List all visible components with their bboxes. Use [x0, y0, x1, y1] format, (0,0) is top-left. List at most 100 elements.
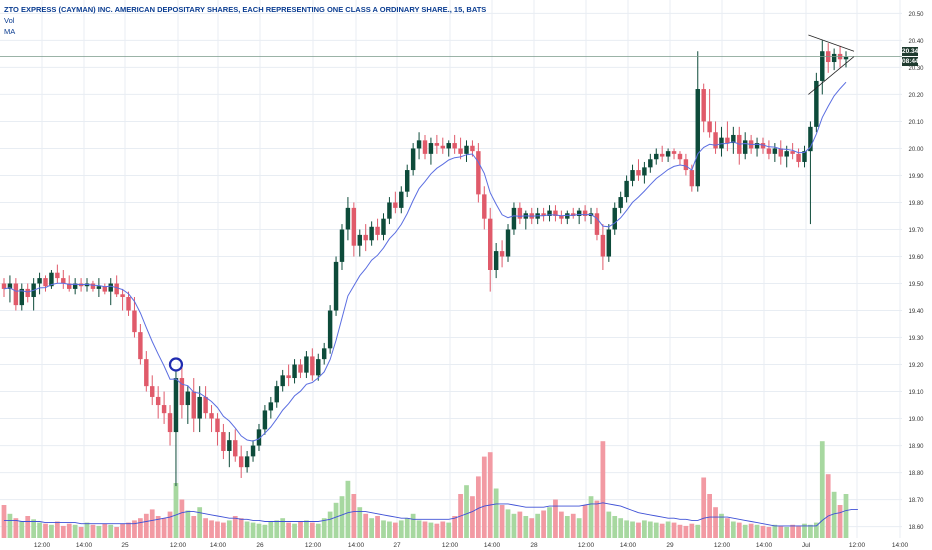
candle-body [808, 126, 813, 152]
candle-body [654, 153, 659, 160]
candle-body [126, 297, 131, 311]
time-tick-label: 12:00 [578, 542, 595, 549]
grid [0, 0, 902, 538]
candle-body [784, 151, 789, 157]
volume-bar [825, 474, 831, 538]
time-tick-label: 27 [393, 542, 401, 549]
symbol-title[interactable]: ZTO EXPRESS (CAYMAN) INC. AMERICAN DEPOS… [4, 5, 487, 14]
volume-bar [796, 525, 801, 538]
volume-bar [292, 523, 297, 538]
volume-bar [742, 524, 748, 538]
volume-bar [837, 505, 843, 538]
candle-body [606, 229, 612, 257]
candle-body [155, 396, 161, 406]
price-tick-label: 19.40 [908, 309, 924, 315]
volume-bar [725, 518, 730, 538]
candle-body [25, 288, 30, 298]
price-tick-label: 19.70 [908, 228, 924, 234]
price-ma-path [3, 81, 847, 442]
candle-body [482, 194, 487, 219]
volume-bar [114, 527, 120, 538]
price-tick-label: 18.90 [908, 444, 924, 450]
candle-body [440, 145, 446, 149]
volume-bar [452, 516, 458, 538]
time-tick-label: 14:00 [484, 542, 501, 549]
volume-bar [120, 523, 125, 538]
triangle-pattern[interactable] [808, 34, 855, 95]
candle-body [102, 286, 108, 292]
volume-bar [653, 522, 659, 538]
volume-bar [778, 525, 784, 538]
marker-circle[interactable] [168, 357, 184, 372]
candle-body [624, 180, 629, 198]
volume-bar [612, 516, 618, 538]
price-tick-label: 19.30 [908, 336, 924, 342]
candle-body [659, 153, 665, 157]
price-tick-label: 20.30 [908, 66, 924, 72]
price-axis[interactable]: 20.50 20.40 20.30 20.20 20.10 20.00 19.90 19.80… [908, 12, 924, 531]
candle-body [772, 148, 778, 154]
time-axis[interactable]: 12:00 14:00 25 12:00 14:00 26 12:00 14:00 27 12:0… [34, 542, 909, 549]
candle-body [327, 310, 333, 349]
volume-bar [387, 521, 392, 538]
volume-bar [232, 516, 238, 538]
candle-body [559, 215, 564, 219]
volume-bar [695, 524, 701, 538]
candle-body [7, 283, 13, 289]
price-tick-label: 18.70 [908, 498, 924, 504]
candle-body [393, 202, 398, 208]
volume-bar [143, 513, 149, 538]
volume-bar [197, 507, 203, 538]
volume-bar [333, 502, 339, 538]
chart-legend: ZTO EXPRESS (CAYMAN) INC. AMERICAN DEPOS… [4, 4, 486, 37]
candle-body [470, 145, 475, 152]
volume-bar [309, 522, 315, 538]
candle-body [636, 170, 641, 176]
volume-bar [790, 524, 796, 538]
candle-body [185, 391, 191, 406]
candle-body [19, 288, 25, 306]
volume-bar [315, 523, 321, 538]
ma-legend[interactable]: MA [4, 27, 16, 36]
volume-bar [375, 516, 380, 538]
volume-bar [600, 441, 606, 538]
volume-bar [784, 527, 790, 538]
volume-bar [161, 518, 167, 538]
time-tick-label: 12:00 [442, 542, 459, 549]
candle-body [167, 413, 173, 433]
candle-body [161, 405, 167, 414]
volume-bar [422, 521, 428, 538]
candle-body [262, 410, 268, 430]
price-tick-label: 19.80 [908, 201, 924, 207]
candle-body [173, 378, 179, 433]
volume-bar [535, 513, 541, 538]
volume-bar [707, 494, 712, 538]
candle-body [203, 396, 208, 414]
volume-bar [487, 452, 493, 538]
candle-body [387, 202, 392, 219]
volume-bar [96, 525, 102, 538]
candle-body [256, 429, 262, 446]
candle-body [695, 89, 700, 187]
candle-body [321, 348, 327, 360]
time-tick-label: 28 [530, 542, 538, 549]
volume-legend[interactable]: Vol [4, 16, 15, 25]
candle-body [197, 396, 202, 419]
volume-bar [345, 480, 351, 538]
price-tick-label: 20.40 [908, 39, 924, 45]
volume-bar [108, 524, 114, 538]
volume-bar [398, 520, 404, 538]
volume-bar [7, 513, 13, 538]
candle-body [499, 251, 505, 257]
candle-body [428, 143, 434, 154]
volume-bar [754, 524, 760, 538]
volume-bar [25, 516, 31, 538]
candle-body [814, 80, 819, 127]
candle-body [43, 278, 48, 287]
volume-bar [179, 499, 185, 538]
time-tick-label: 12:00 [849, 542, 866, 549]
candle-body [594, 213, 600, 235]
candle-body [802, 151, 807, 162]
volume-bar [624, 520, 629, 538]
candle-body [452, 143, 457, 149]
